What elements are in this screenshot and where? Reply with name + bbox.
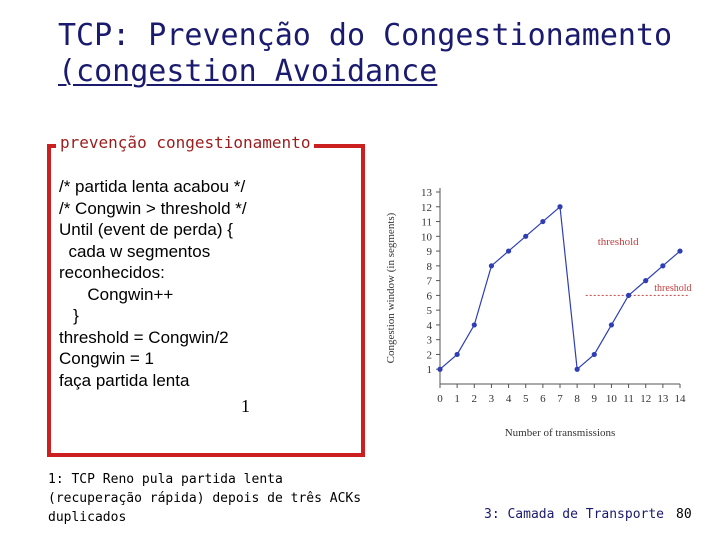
x-tick-label: 11	[623, 393, 634, 405]
data-point	[540, 218, 546, 225]
code-line: /* partida lenta acabou */	[59, 177, 246, 196]
footnote-marker: 1	[241, 396, 250, 416]
x-tick-label: 2	[472, 393, 478, 405]
code-line: cada w segmentos	[59, 241, 211, 261]
y-tick-label: 8	[427, 261, 433, 273]
x-tick-label: 0	[437, 393, 443, 405]
data-point	[471, 322, 477, 328]
data-point	[574, 366, 580, 372]
data-point	[454, 351, 460, 358]
data-point	[437, 366, 443, 372]
footer-chapter: 3: Camada de Transporte	[484, 507, 665, 522]
page-number: 80	[676, 507, 692, 522]
code-line: Until (event de perda) {	[59, 220, 233, 239]
y-tick-label: 11	[421, 217, 432, 229]
y-tick-label: 3	[427, 335, 433, 347]
code-line: faça partida lenta	[59, 370, 190, 390]
data-point	[591, 351, 597, 358]
x-tick-label: 1	[454, 393, 460, 405]
threshold-label-2: threshold	[654, 283, 691, 294]
y-tick-label: 12	[421, 202, 432, 214]
threshold-label-1: threshold	[598, 236, 639, 248]
code-line: Congwin = 1	[59, 349, 154, 368]
x-tick-label: 8	[574, 393, 580, 405]
x-tick-label: 7	[557, 393, 563, 405]
x-tick-label: 4	[506, 393, 512, 405]
y-axis-label: Congestion window (in segments)	[385, 212, 397, 363]
y-tick-label: 6	[427, 290, 433, 302]
code-line: threshold = Congwin/2	[59, 327, 229, 347]
x-tick-label: 5	[523, 393, 529, 405]
data-point	[523, 233, 529, 239]
slide-title: TCP: Prevenção do Congestionamento (cong…	[58, 18, 698, 90]
series-line	[439, 205, 681, 371]
y-tick-label: 7	[427, 276, 433, 288]
title-line-2: (congestion Avoidance	[58, 54, 438, 89]
x-tick-label: 3	[489, 393, 495, 405]
y-tick-label: 9	[427, 246, 433, 258]
code-line: Congwin++	[59, 284, 174, 304]
data-point	[505, 248, 512, 254]
data-point	[660, 263, 666, 269]
title-line-1: TCP: Prevenção do Congestionamento	[58, 18, 673, 53]
data-point	[625, 292, 632, 298]
x-tick-label: 12	[640, 393, 651, 405]
y-tick-label: 5	[427, 305, 433, 317]
data-point	[557, 204, 563, 210]
x-tick-label: 9	[592, 393, 598, 405]
data-point	[643, 278, 649, 284]
x-axis-label: Number of transmissions	[505, 427, 616, 439]
footnote: 1: TCP Reno pula partida lenta (recupera…	[48, 472, 362, 525]
x-tick-label: 10	[606, 393, 618, 405]
y-tick-label: 1	[427, 364, 433, 376]
code-line: }	[59, 306, 79, 325]
y-tick-label: 13	[421, 187, 433, 199]
y-tick-label: 4	[427, 320, 433, 332]
data-point	[488, 263, 495, 269]
box-label: prevenção congestionamento	[56, 133, 315, 152]
code-line: reconhecidos:	[59, 263, 165, 282]
pseudocode-block: /* partida lenta acabou */ /* Congwin > t…	[59, 176, 247, 391]
code-line: /* Congwin > threshold */	[59, 198, 247, 218]
x-tick-label: 14	[675, 393, 687, 405]
x-tick-label: 13	[657, 393, 669, 405]
data-point	[677, 248, 683, 254]
data-point	[608, 322, 615, 328]
y-tick-label: 2	[427, 349, 433, 361]
x-tick-label: 6	[540, 393, 546, 405]
y-tick-label: 10	[421, 231, 433, 243]
